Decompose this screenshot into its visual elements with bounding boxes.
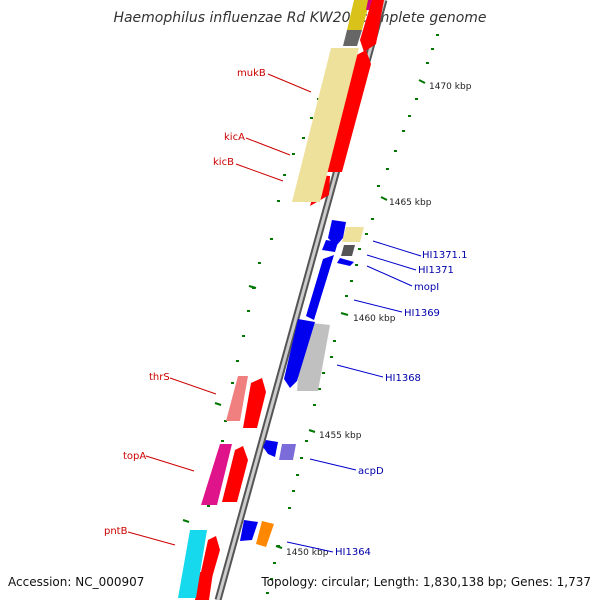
gene-label-thrs: thrS [149, 372, 170, 383]
genome-summary: Topology: circular; Length: 1,830,138 bp… [260, 575, 591, 589]
left-gene-labels: mukB kicA kicB thrS topA pntB [104, 68, 312, 546]
gene-label-hi1371: HI1371 [418, 265, 454, 276]
gene-label-acpd: acpD [358, 466, 384, 477]
major-ticks [182, 79, 426, 549]
forward-cds [195, 0, 384, 600]
gene-label-topa: topA [123, 451, 146, 462]
accession-label: Accession: NC_000907 [8, 575, 144, 589]
tick-label: 1470 kbp [429, 82, 472, 92]
gene-label-mukb: mukB [237, 68, 266, 79]
tick-label: 1460 kbp [353, 314, 396, 324]
map-title: Haemophilus influenzae Rd KW20, complete… [113, 10, 486, 26]
tick-label: 1450 kbp [286, 548, 329, 558]
gene-label-pntb: pntB [104, 526, 128, 537]
gene-label-mopi: mopI [414, 282, 439, 293]
tick-label: 1455 kbp [319, 431, 362, 441]
feature-block [347, 0, 370, 30]
gene-label-kicb: kicB [213, 157, 234, 168]
gene-label-hi1369: HI1369 [404, 308, 440, 319]
feature-block [343, 30, 362, 46]
gene-label-hi1364: HI1364 [335, 547, 371, 558]
gene-label-hi1371-1: HI1371.1 [422, 250, 467, 261]
gene-shadows [292, 48, 364, 242]
gene-label-kica: kicA [224, 132, 245, 143]
gene-label-hi1368: HI1368 [385, 373, 421, 384]
reverse-cds [240, 220, 354, 541]
right-gene-labels: HI1371.1 HI1371 mopI HI1369 HI1368 acpD … [286, 240, 467, 558]
tick-label: 1465 kbp [389, 198, 432, 208]
